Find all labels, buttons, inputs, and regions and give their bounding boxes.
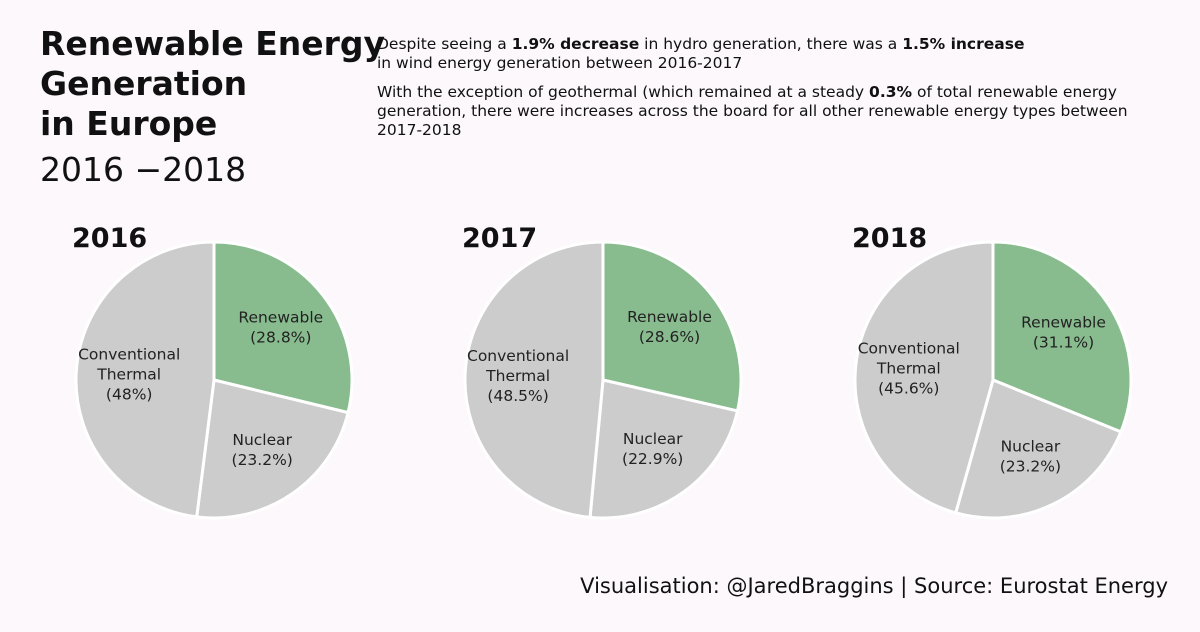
pie-slice-renewable: [601, 240, 743, 413]
pie-slice-conventional-thermal: [463, 240, 605, 519]
annotation-notes: Despite seeing a 1.9% decrease in hydro …: [377, 35, 1177, 150]
title-line: Generation: [40, 64, 248, 103]
note-highlight: 1.5% increase: [902, 35, 1025, 53]
note-text: of total renewable energy generation, th…: [377, 83, 1128, 139]
pie-title-2017: 2017: [462, 223, 538, 254]
slice-value-label: (22.9%): [622, 450, 683, 468]
slice-value-label: (31.1%): [1033, 334, 1094, 352]
slice-category-label: Conventional: [858, 339, 960, 357]
note-text: in wind energy generation between 2016-2…: [377, 54, 743, 72]
slice-category-label: Nuclear: [232, 431, 292, 449]
pie-slice-nuclear: [588, 378, 739, 520]
title-line: in Europe: [40, 104, 218, 143]
slice-category-label: Thermal: [485, 367, 550, 385]
pie-slice-conventional-thermal: [853, 240, 995, 515]
slice-value-label: (28.6%): [639, 328, 700, 346]
pie-slice-conventional-thermal: [74, 240, 216, 519]
note-highlight: 0.3%: [869, 83, 913, 101]
pie-slice-nuclear: [195, 378, 350, 520]
slice-value-label: (45.6%): [878, 379, 939, 397]
pie-chart-2018: Renewable (31.1%) Nuclear (23.2%) Convention…: [853, 240, 1133, 520]
slice-category-label: Nuclear: [623, 430, 683, 448]
title-line: Renewable Energy: [40, 24, 386, 63]
note-text: Despite seeing a: [377, 35, 512, 53]
pie-chart-2016: Renewable (28.8%) Nuclear (23.2%) Convention…: [74, 240, 354, 520]
slice-category-label: Thermal: [96, 366, 161, 384]
slice-category-label: Conventional: [467, 347, 569, 365]
slice-value-label: (48.5%): [487, 387, 548, 405]
note-geothermal: With the exception of geothermal (which …: [377, 83, 1177, 140]
pie-slice-renewable: [212, 240, 354, 415]
slice-category-label: Renewable: [238, 309, 323, 327]
slice-category-label: Thermal: [876, 359, 941, 377]
pie-title-2016: 2016: [72, 223, 148, 254]
slice-category-label: Conventional: [78, 346, 180, 364]
note-text: With the exception of geothermal (which …: [377, 83, 870, 101]
slice-category-label: Nuclear: [1001, 437, 1061, 455]
pie-slice-renewable: [991, 240, 1133, 434]
chart-title: Renewable Energy Generation in Europe: [40, 24, 385, 144]
slice-value-label: (28.8%): [250, 329, 311, 347]
note-highlight: 1.9% decrease: [511, 35, 640, 53]
pie-slice-nuclear: [954, 378, 1123, 520]
note-hydro-wind: Despite seeing a 1.9% decrease in hydro …: [377, 35, 1177, 73]
source-credit: Visualisation: @JaredBraggins | Source: …: [580, 574, 1168, 598]
slice-value-label: (23.2%): [1000, 457, 1061, 475]
pie-chart-2017: Renewable (28.6%) Nuclear (22.9%) Convention…: [463, 240, 743, 520]
slice-value-label: (23.2%): [232, 451, 293, 469]
slice-category-label: Renewable: [627, 308, 712, 326]
note-text: in hydro generation, there was a: [639, 35, 903, 53]
chart-subtitle: 2016 −2018: [40, 150, 247, 189]
pie-title-2018: 2018: [852, 223, 928, 254]
slice-value-label: (48%): [106, 386, 153, 404]
slice-category-label: Renewable: [1021, 314, 1106, 332]
